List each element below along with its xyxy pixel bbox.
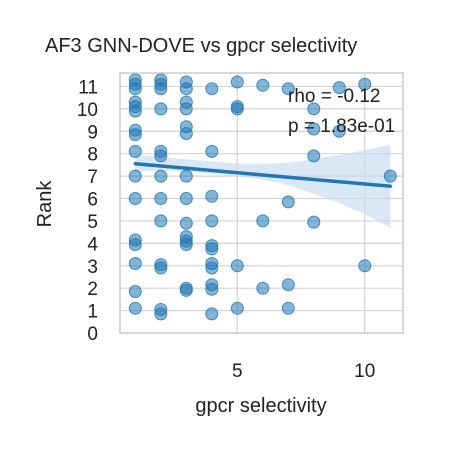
data-point: [256, 281, 270, 295]
data-point: [128, 104, 142, 118]
data-point: [307, 149, 321, 163]
y-tick-label: 10: [77, 100, 98, 121]
data-point: [230, 259, 244, 273]
data-point: [154, 82, 168, 96]
y-tick-label: 2: [87, 279, 98, 300]
y-tick-label: 9: [87, 122, 98, 143]
data-point: [281, 301, 295, 315]
data-point: [332, 81, 346, 95]
y-tick-label: 4: [87, 234, 98, 255]
data-point: [128, 257, 142, 270]
p-value-annotation: p = 1.83e-01: [288, 116, 395, 137]
data-point: [230, 75, 244, 89]
data-point: [154, 169, 168, 183]
data-point: [358, 77, 372, 91]
data-point: [154, 102, 168, 116]
x-tick-labels: 5 10: [232, 361, 375, 382]
y-tick-label: 6: [87, 190, 98, 211]
data-point: [154, 307, 168, 321]
data-point: [179, 82, 193, 96]
x-tick-label: 5: [232, 361, 243, 382]
data-point: [128, 169, 142, 183]
data-point: [154, 214, 168, 228]
regression-line-layer: [133, 162, 393, 188]
data-point: [383, 169, 397, 183]
data-point: [332, 124, 346, 138]
data-point: [179, 127, 193, 140]
data-point: [205, 282, 219, 296]
confidence-band-layer: [135, 144, 391, 228]
rho-annotation: rho = -0.12: [288, 86, 380, 107]
y-axis-label: Rank: [34, 180, 56, 228]
data-point: [128, 238, 142, 251]
data-point: [205, 214, 219, 228]
data-point: [281, 82, 295, 96]
data-point: [179, 238, 193, 251]
data-point: [230, 102, 244, 116]
data-point: [205, 242, 219, 256]
y-tick-label: 5: [87, 212, 98, 233]
data-point: [179, 192, 193, 205]
data-point: [307, 215, 321, 229]
plot-frame: [119, 72, 404, 334]
data-point: [358, 259, 372, 273]
y-tick-label: 1: [87, 302, 98, 323]
data-point: [307, 102, 321, 116]
y-tick-label: 0: [87, 324, 98, 345]
y-tick-label: 7: [87, 167, 98, 188]
x-axis-label: gpcr selectivity: [195, 395, 326, 417]
data-point: [179, 169, 193, 183]
data-point: [205, 82, 219, 96]
data-point: [256, 214, 270, 228]
data-point: [256, 78, 270, 92]
chart-title: AF3 GNN-DOVE vs gpcr selectivity: [45, 35, 357, 57]
y-tick-label: 11: [78, 77, 98, 98]
data-point: [179, 216, 193, 230]
confidence-band: [135, 144, 391, 228]
data-point: [128, 82, 142, 96]
data-point: [179, 102, 193, 116]
x-tick-label: 10: [354, 361, 375, 382]
data-point: [205, 144, 219, 158]
y-tick-label: 3: [87, 257, 98, 278]
y-tick-label: 8: [87, 145, 98, 166]
data-point: [128, 144, 142, 158]
data-point: [205, 307, 219, 321]
data-point: [230, 301, 244, 315]
regression-line: [133, 162, 393, 188]
data-point: [179, 283, 193, 297]
data-point: [154, 192, 168, 205]
data-point: [281, 195, 295, 209]
data-point: [307, 122, 321, 136]
data-point: [128, 128, 142, 142]
data-point: [205, 189, 219, 203]
data-point: [128, 285, 142, 298]
data-point: [128, 192, 142, 205]
data-point: [154, 261, 168, 275]
data-point: [154, 149, 168, 163]
data-point: [205, 261, 219, 275]
data-point: [281, 278, 295, 292]
data-points: [128, 73, 397, 321]
data-point: [128, 301, 142, 315]
